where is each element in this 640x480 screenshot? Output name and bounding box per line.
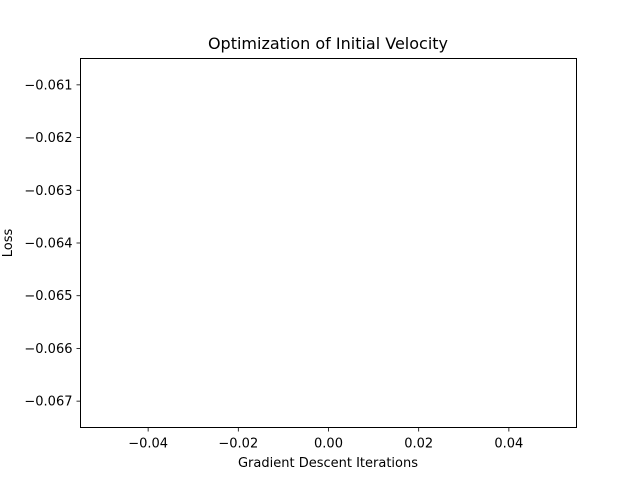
- y-tick-label: −0.063: [24, 184, 72, 199]
- y-tick-label: −0.062: [24, 131, 72, 146]
- y-tick-label: −0.067: [24, 395, 72, 410]
- x-axis: −0.04 −0.02 0.00 0.02 0.04: [128, 427, 523, 452]
- y-tick-label: −0.061: [24, 78, 72, 93]
- chart-title: Optimization of Initial Velocity: [208, 34, 448, 53]
- x-axis-label: Gradient Descent Iterations: [238, 456, 418, 471]
- x-tick-label: −0.02: [218, 437, 258, 452]
- y-tick-label: −0.064: [24, 237, 72, 252]
- y-tick-label: −0.066: [24, 342, 72, 357]
- y-tick-label: −0.065: [24, 289, 72, 304]
- y-axis: −0.061 −0.062 −0.063 −0.064 −0.065 −0.066 −0.0…: [24, 78, 81, 410]
- plot-background: [80, 58, 577, 428]
- x-tick-label: 0.00: [314, 437, 343, 452]
- x-tick-label: −0.04: [128, 437, 168, 452]
- x-tick-label: 0.02: [404, 437, 433, 452]
- plot-area: [80, 58, 577, 428]
- x-tick-label: 0.04: [494, 437, 523, 452]
- y-axis-label: Loss: [1, 229, 16, 258]
